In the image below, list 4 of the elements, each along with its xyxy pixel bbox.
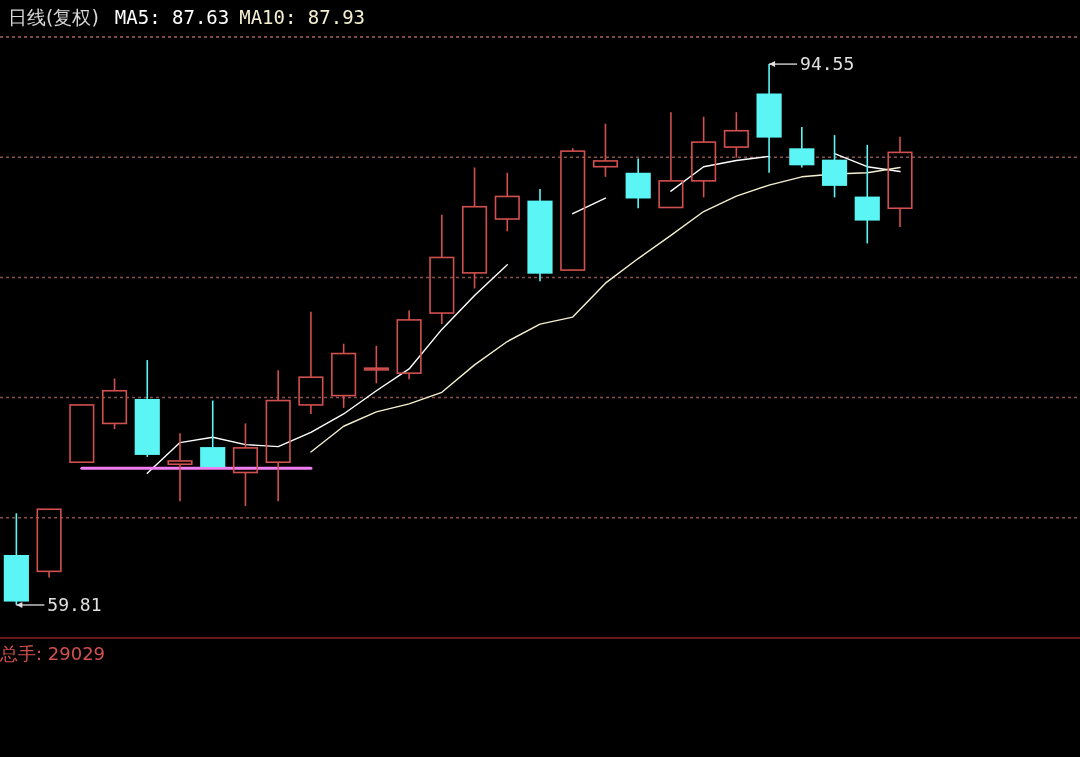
annotation: 59.81 — [47, 593, 102, 615]
annotation: 94.55 — [800, 53, 855, 75]
header: 日线(复权) MA5: 87.63 MA10: 87.93 — [8, 6, 366, 28]
text: 总手: 29029 — [0, 643, 106, 664]
